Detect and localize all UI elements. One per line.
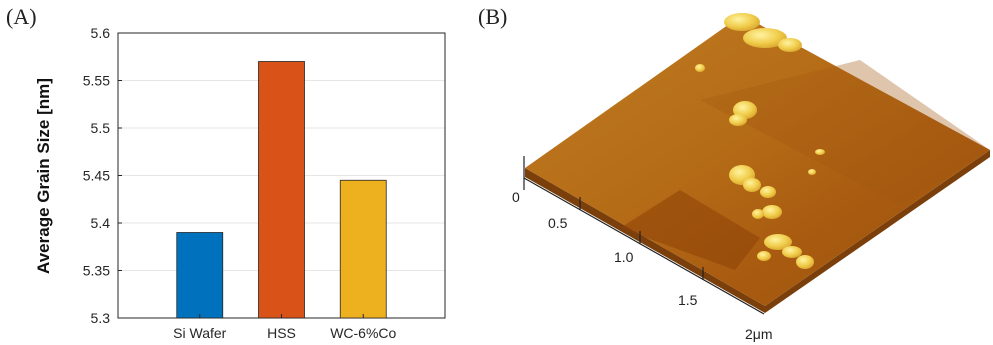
afm-x-tick-2um: 2μm xyxy=(745,326,773,342)
y-tick-label: 5.5 xyxy=(91,120,111,136)
panel-b-label: (B) xyxy=(478,4,508,29)
y-tick-labels: 5.3 5.35 5.4 5.45 5.5 5.55 5.6 xyxy=(83,25,122,326)
afm-z-tick: 0 xyxy=(512,189,520,205)
afm-x-tick-1-5: 1.5 xyxy=(678,292,698,308)
category-labels: Si Wafer HSS WC-6%Co xyxy=(173,314,397,341)
bar-wc-6-co xyxy=(339,179,387,319)
y-tick-label: 5.35 xyxy=(83,263,110,279)
y-tick-label: 5.55 xyxy=(83,73,110,89)
category-label: WC-6%Co xyxy=(330,325,396,341)
afm-surface-plot: 0 0.5 1.0 1.5 2μm xyxy=(512,13,990,342)
y-tick-label: 5.45 xyxy=(83,168,110,184)
shade-band xyxy=(700,60,990,205)
category-label: Si Wafer xyxy=(173,325,226,341)
afm-x-axis xyxy=(523,177,765,315)
panel-a-label: (A) xyxy=(6,4,37,29)
y-tick-label: 5.3 xyxy=(91,310,111,326)
bar-hss xyxy=(258,61,305,319)
afm-x-tick-0-5: 0.5 xyxy=(548,215,568,231)
bar-si-wafer xyxy=(176,232,224,319)
y-tick-label: 5.6 xyxy=(91,25,111,41)
category-label: HSS xyxy=(267,325,296,341)
bars xyxy=(176,61,387,319)
surface-features xyxy=(695,13,825,269)
y-axis-label: Average Grain Size [nm] xyxy=(34,78,53,274)
afm-axis-ticks xyxy=(579,197,704,280)
bar-chart: 5.3 5.35 5.4 5.45 5.5 5.55 5.6 Si Wafer HSS WC-6… xyxy=(34,25,446,341)
y-tick-label: 5.4 xyxy=(91,215,111,231)
afm-x-tick-1-0: 1.0 xyxy=(614,249,634,265)
dark-region xyxy=(620,190,760,270)
